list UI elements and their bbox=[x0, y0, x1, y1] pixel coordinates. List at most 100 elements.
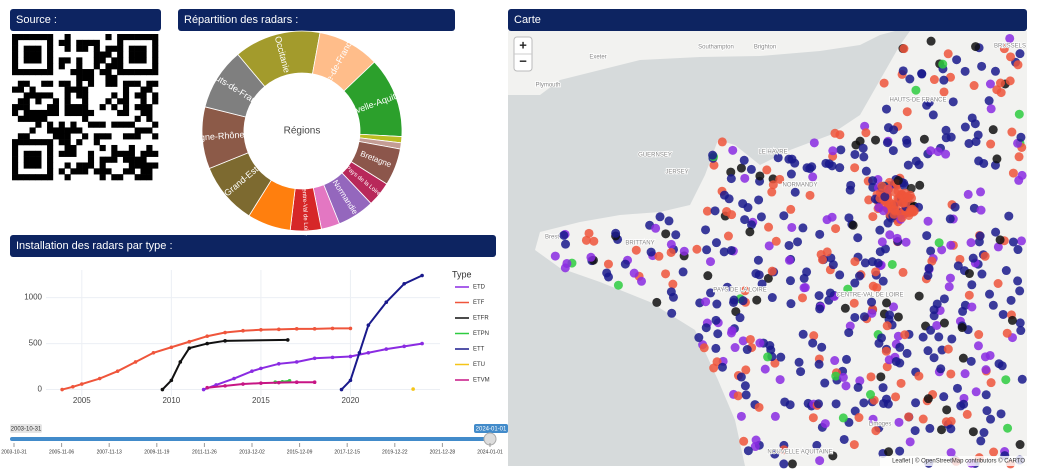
qr-module bbox=[117, 45, 124, 52]
map-marker bbox=[808, 413, 818, 423]
qr-module bbox=[64, 104, 71, 111]
qr-module bbox=[17, 104, 24, 111]
qr-module bbox=[140, 45, 147, 52]
qr-module bbox=[99, 162, 106, 169]
qr-module bbox=[111, 63, 118, 70]
map-marker bbox=[730, 343, 740, 353]
qr-module bbox=[35, 150, 42, 157]
map-marker bbox=[902, 348, 912, 358]
map-marker bbox=[986, 378, 996, 388]
map-marker bbox=[967, 113, 977, 123]
qr-module bbox=[47, 168, 54, 175]
map-place-label: Exeter bbox=[589, 55, 606, 61]
map-marker bbox=[799, 273, 809, 283]
map-marker bbox=[939, 294, 949, 304]
qr-module bbox=[134, 156, 141, 163]
map-marker bbox=[751, 269, 761, 279]
qr-module bbox=[134, 69, 141, 76]
map-marker bbox=[740, 215, 750, 225]
qr-module bbox=[111, 174, 118, 181]
map-marker bbox=[882, 138, 892, 148]
qr-module bbox=[23, 92, 30, 99]
qr-module bbox=[134, 133, 141, 140]
map-marker bbox=[936, 364, 946, 374]
map-marker bbox=[1013, 276, 1023, 286]
qr-module bbox=[64, 39, 71, 46]
series-point bbox=[71, 385, 75, 389]
map-marker bbox=[986, 139, 996, 149]
zoom-out-button[interactable]: − bbox=[519, 53, 527, 68]
qr-module bbox=[146, 174, 153, 181]
map-marker bbox=[971, 387, 981, 397]
map-marker bbox=[767, 293, 777, 303]
map-marker bbox=[850, 406, 860, 416]
qr-module bbox=[87, 162, 95, 169]
qr-module bbox=[47, 139, 54, 146]
qr-module bbox=[64, 144, 71, 152]
map-marker bbox=[603, 259, 613, 269]
qr-module bbox=[76, 104, 83, 111]
qr-module bbox=[117, 121, 124, 128]
map-marker bbox=[992, 154, 1002, 164]
map-marker bbox=[874, 338, 884, 348]
map-marker bbox=[946, 132, 956, 142]
map-marker bbox=[820, 378, 830, 388]
qr-module bbox=[47, 69, 54, 76]
slider-tick-label: 2013-12-02 bbox=[239, 449, 265, 455]
qr-module bbox=[128, 57, 135, 64]
series-point bbox=[205, 341, 209, 346]
map-marker bbox=[982, 406, 992, 416]
qr-module bbox=[128, 51, 135, 58]
qr-module bbox=[82, 168, 89, 175]
qr-module bbox=[76, 80, 83, 87]
qr-module bbox=[146, 69, 153, 76]
map-marker bbox=[969, 81, 979, 91]
qr-module bbox=[64, 139, 71, 146]
map-marker bbox=[995, 78, 1005, 88]
map-marker bbox=[887, 259, 897, 269]
qr-module bbox=[41, 109, 48, 117]
qr-module bbox=[128, 156, 135, 163]
map-marker bbox=[875, 225, 885, 235]
map-marker bbox=[860, 258, 870, 268]
qr-module bbox=[47, 127, 54, 134]
map-marker bbox=[868, 212, 878, 222]
qr-module bbox=[17, 69, 24, 76]
qr-module bbox=[82, 86, 89, 93]
slider-start-label: 2003-10-31 bbox=[11, 427, 42, 433]
map-marker bbox=[953, 261, 963, 271]
legend-label: ETFR bbox=[473, 316, 489, 322]
x-tick-label: 2020 bbox=[342, 396, 360, 405]
map-marker bbox=[1015, 49, 1025, 59]
map-marker bbox=[848, 220, 858, 230]
map-marker bbox=[880, 192, 890, 202]
qr-module bbox=[122, 133, 130, 140]
map-marker bbox=[799, 283, 809, 293]
slider-end-label: 2024-01-01 bbox=[476, 427, 507, 433]
map-marker bbox=[740, 286, 750, 296]
map-marker bbox=[1001, 375, 1011, 385]
map-marker bbox=[971, 137, 981, 147]
map-marker bbox=[738, 336, 748, 346]
qr-module bbox=[47, 92, 54, 99]
map-marker bbox=[989, 447, 999, 457]
qr-module bbox=[105, 51, 112, 58]
series-point bbox=[348, 326, 353, 331]
map-marker bbox=[719, 247, 729, 257]
map-marker bbox=[841, 381, 851, 391]
qr-module bbox=[152, 98, 159, 105]
map-marker bbox=[807, 162, 817, 172]
map-marker bbox=[998, 309, 1008, 319]
series-point bbox=[80, 382, 84, 386]
map-place-label: Southampton bbox=[698, 45, 734, 51]
qr-module bbox=[134, 34, 141, 41]
qr-module bbox=[17, 98, 24, 105]
map-marker bbox=[917, 69, 927, 79]
series-point bbox=[339, 387, 344, 392]
map-marker bbox=[840, 303, 850, 313]
map-marker bbox=[898, 267, 908, 277]
map-marker bbox=[717, 137, 727, 147]
map-marker bbox=[1005, 33, 1015, 43]
zoom-in-button[interactable]: + bbox=[519, 37, 527, 52]
qr-module bbox=[52, 127, 60, 134]
